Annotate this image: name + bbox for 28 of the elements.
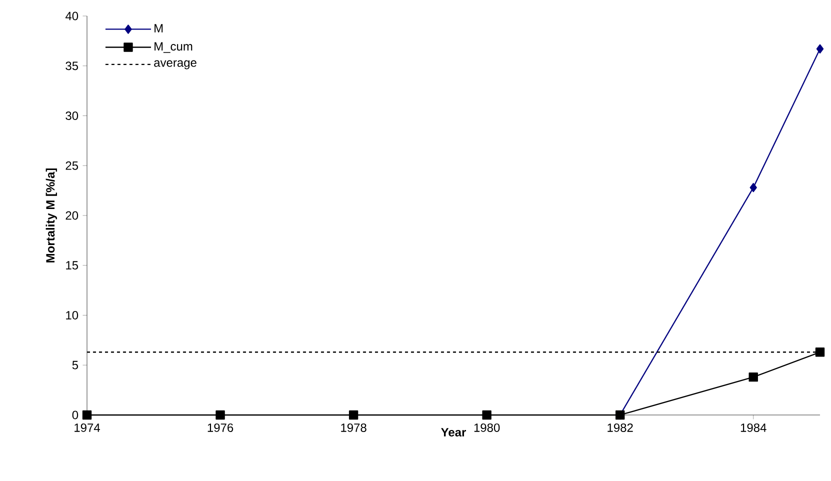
y-tick-label: 5: [72, 360, 78, 370]
point: [482, 410, 492, 420]
x-tick-label: 1984: [740, 423, 766, 432]
y-tick-label: 15: [66, 261, 78, 270]
y-tick-label: 25: [66, 161, 78, 170]
y-tick-label: 20: [66, 211, 78, 220]
point: [348, 410, 358, 420]
legend-label: average: [154, 60, 196, 70]
x-axis-title: Year: [441, 428, 466, 437]
legend-label: M_cum: [154, 42, 192, 53]
y-tick-label: 30: [66, 111, 78, 120]
y-axis-title: Mortality M [%/a]: [46, 168, 57, 262]
point: [748, 372, 758, 382]
x-tick-label: 1974: [74, 423, 100, 432]
x-tick-label: 1976: [208, 423, 234, 432]
y-tick-label: 40: [65, 12, 78, 20]
legend-label: M: [154, 24, 163, 32]
x-tick-label: 1978: [341, 423, 366, 432]
point: [82, 410, 92, 420]
x-tick-label: 1980: [474, 423, 500, 432]
point: [815, 348, 825, 357]
point: [216, 410, 225, 420]
y-tick-label: 35: [66, 62, 78, 70]
point: [816, 44, 824, 54]
y-tick-label: 10: [66, 310, 78, 320]
point: [750, 182, 757, 192]
y-tick-label: 0: [72, 410, 78, 420]
x-tick-label: 1982: [608, 423, 633, 432]
